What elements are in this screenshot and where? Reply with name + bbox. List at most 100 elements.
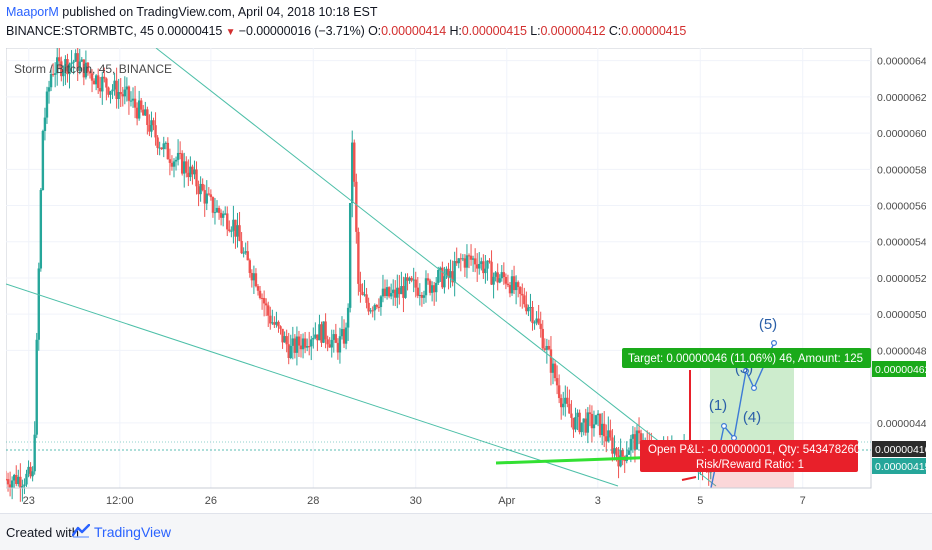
candle-body [207,193,211,195]
candle-body [551,363,555,373]
time-tick-label: 5 [697,495,703,507]
candle-body [101,76,104,92]
candle-body [6,479,10,485]
wave-label: (4) [743,409,761,426]
candle-body [113,80,116,90]
time-tick-label: 30 [410,495,422,507]
candle-body [142,109,145,116]
candle-body [584,418,587,433]
candle-body [217,207,221,213]
candle-body [17,476,20,485]
candle-body [187,172,190,178]
candle-body [90,73,94,81]
candle-body [621,450,624,457]
candle-body [174,159,178,162]
candle-body [285,336,288,345]
candle-body [316,334,319,341]
candle-body [242,252,245,254]
candle-body [426,278,430,281]
candle-body [117,92,120,100]
candle-body [271,322,274,324]
low-value: 0.00000412 [540,24,606,38]
tradingview-brand[interactable]: TradingView [94,524,172,540]
candle-body [318,324,321,341]
candle-body [334,334,338,343]
target-price-badge: 0.00000462 [875,364,926,376]
candle-body [191,166,194,175]
candle-body [541,328,544,349]
candle-body [348,202,352,308]
candle-body [135,107,139,119]
candle-body [480,261,483,264]
candle-body [158,147,161,149]
candle-body [156,137,159,148]
candle-body [609,430,612,438]
candle-body [502,272,506,278]
candle-body [256,286,260,291]
candle-body [45,91,49,118]
candle-body [414,279,417,288]
candle-body [96,75,100,88]
price-chart[interactable]: (1)(3)(4)(5)Target: 0.00000046 (11.06%) … [6,48,926,513]
candle-body [64,59,67,72]
target-box [622,348,871,368]
candle-body [15,474,18,485]
symbol-label: BINANCE:STORMBTC, 45 [6,24,154,38]
candle-body [576,412,579,417]
current-price-badge: 0.00000416 [875,444,926,456]
candle-body [500,272,503,279]
candle-body [27,466,30,474]
candle-body [543,348,547,350]
candle-body [127,86,131,101]
candle-body [633,434,637,450]
chart-area[interactable]: (1) (3) (4) (5) Target: 0.00000046 (11.06%) … [6,48,926,513]
candle-body [252,273,256,281]
candle-body [469,255,473,260]
candle-body [365,294,368,303]
candle-body [525,304,528,312]
candle-body [312,337,315,340]
candle-body [47,87,51,92]
candle-body [588,412,592,414]
down-arrow-icon: ▼ [225,27,236,38]
candle-body [279,326,282,329]
candle-body [396,287,399,298]
candle-body [82,59,86,78]
candle-body [262,297,266,304]
candle-body [160,147,163,150]
time-axis[interactable]: 23 12:00 26 28 30 Apr 3 5 7 [6,487,871,507]
candle-body [392,289,395,294]
candle-body [478,263,481,269]
candle-body [123,89,127,97]
candle-body [574,416,577,430]
candle-body [125,86,129,90]
candle-body [375,304,379,307]
candle-body [33,434,36,472]
candle-body [539,323,542,329]
candle-body [23,484,26,487]
candle-body [484,268,487,274]
candle-body [10,480,14,488]
candle-body [494,272,497,277]
candle-body [453,261,456,283]
candle-body [244,251,247,253]
candle-body [385,287,389,297]
candle-body [269,315,272,324]
wave-point [770,340,777,347]
candle-body [496,272,499,283]
candle-body [445,268,448,277]
candle-body [482,261,485,274]
candle-body [629,438,633,451]
candle-body [51,73,55,75]
candle-body [39,189,43,269]
symbol-ohlc-line: BINANCE:STORMBTC, 45 0.00000415 ▼ −0.000… [6,24,686,38]
candle-body [408,277,411,281]
author-link[interactable]: MaaporM [6,5,59,19]
candle-body [264,303,268,306]
candle-body [383,288,387,297]
candle-body [441,267,444,288]
candle-body [322,321,325,343]
candle-body [281,328,284,343]
candle-body [412,279,415,281]
